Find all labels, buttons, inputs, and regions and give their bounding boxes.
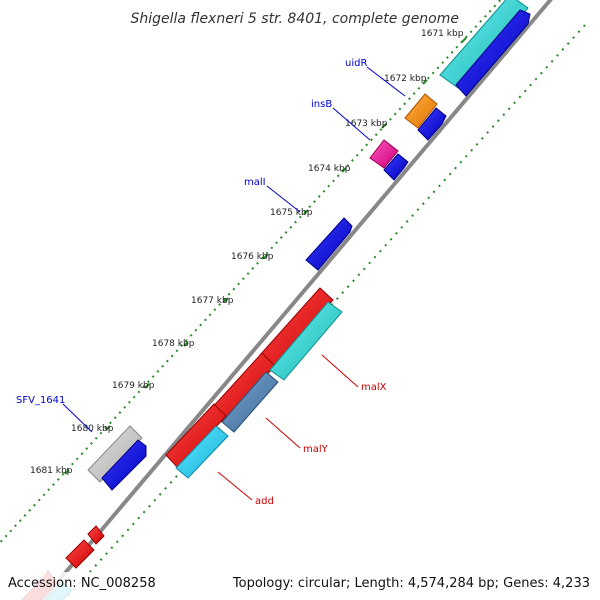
footer-accession: Accession: NC_008258 [8,576,156,591]
gene-blue-insB[interactable] [383,153,409,181]
leader-malX [321,354,359,388]
tick-label-1676: 1676 kbp [231,252,274,262]
leader-malI [266,185,301,213]
gene-red-4[interactable] [65,539,95,569]
leader-insB [332,107,371,141]
gene-label-uidR[interactable]: uidR [345,58,367,69]
gene-malY[interactable] [221,371,279,433]
gene-insB[interactable] [369,139,399,169]
gene-label-SFV_1641[interactable]: SFV_1641 [16,395,65,406]
leader-malY [265,417,301,449]
tick-label-1673: 1673 kbp [345,119,388,129]
tick-label-1675: 1675 kbp [270,208,313,218]
gene-label-malX[interactable]: malX [361,382,387,393]
gene-blue-top[interactable] [455,9,531,97]
leader-SFV_1641 [62,403,93,433]
footer-background [0,572,600,600]
tick-label-1681: 1681 kbp [30,466,73,476]
gene-red-3[interactable] [165,403,227,469]
genome-backbone [39,0,553,600]
gene-label-add[interactable]: add [255,496,274,507]
gene-SFV_1641[interactable] [87,425,143,483]
gene-label-insB[interactable]: insB [311,99,332,110]
tick-label-1672: 1672 kbp [384,74,427,84]
tick-label-1678: 1678 kbp [152,339,195,349]
footer-topology: Topology: circular; Length: 4,574,284 bp… [232,576,590,591]
tick-label-1674: 1674 kbp [308,164,351,174]
gene-blue-uidR[interactable] [417,107,447,141]
leader-uidR [366,66,406,97]
tick-label-1671: 1671 kbp [421,29,464,39]
gene-malI[interactable] [305,217,353,271]
gene-malX[interactable] [269,301,343,381]
map-title: Shigella flexneri 5 str. 8401, complete … [130,11,459,27]
leader-add [217,471,253,501]
gene-label-malI[interactable]: malI [244,177,266,188]
tick-ring-outer [0,0,502,545]
tick-label-1679: 1679 kbp [112,381,155,391]
gene-teal-top[interactable] [439,0,529,89]
gene-label-malY[interactable]: malY [303,444,329,455]
tick-label-1677: 1677 kbp [191,296,234,306]
tick-marks [64,37,467,475]
gene-blue-SFV[interactable] [101,439,147,491]
gene-uidR[interactable] [404,93,438,129]
gene-add[interactable] [175,425,229,479]
tick-label-1680: 1680 kbp [71,424,114,434]
gene-red-5[interactable] [87,525,105,545]
